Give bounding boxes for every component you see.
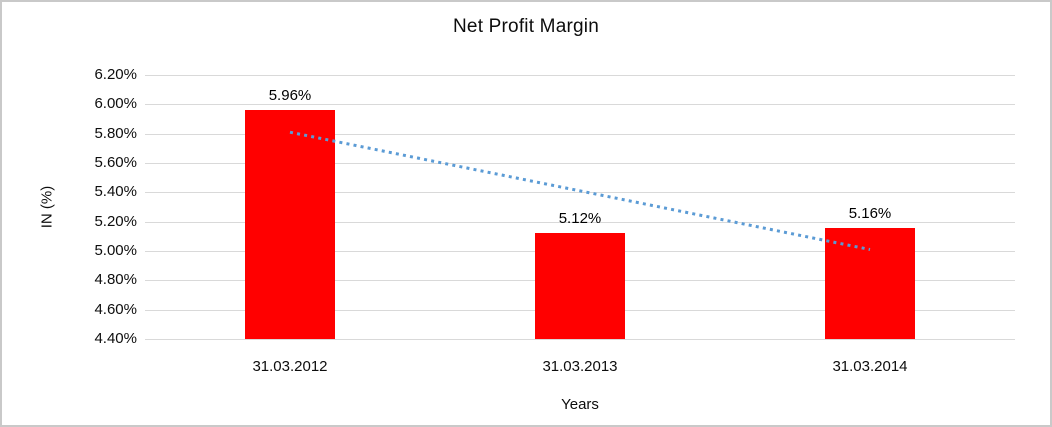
x-axis-tick-labels: 31.03.2012 31.03.2013 31.03.2014 [145, 358, 1015, 378]
gridline [145, 104, 1015, 106]
chart-title: Net Profit Margin [453, 16, 599, 37]
y-tick-label: 4.40% [94, 330, 137, 347]
y-tick-label: 4.80% [94, 271, 137, 289]
y-tick-label: 4.60% [94, 300, 137, 318]
y-tick-label: 5.80% [94, 124, 137, 142]
bar [535, 233, 625, 339]
y-tick-label: 5.60% [94, 154, 137, 171]
bar-value-label: 5.96% [268, 87, 312, 105]
bar-value-label: 5.12% [558, 210, 602, 228]
y-axis-tick-labels: 6.20% 6.00% 5.80% 5.60% 5.40% 5.20% 5.00% 4.80%… [2, 66, 137, 347]
x-tick-label: 31.03.2013 [542, 358, 618, 375]
bar-value-label: 5.16% [848, 204, 892, 222]
bar [825, 227, 915, 339]
bar [245, 110, 335, 339]
gridline [145, 339, 1015, 340]
y-tick-label: 6.00% [94, 95, 137, 113]
y-tick-label: 5.00% [94, 242, 137, 259]
y-tick-label: 5.40% [94, 183, 137, 201]
y-tick-label: 5.20% [94, 212, 137, 230]
y-tick-label: 6.20% [94, 66, 137, 83]
x-axis-title: Years [561, 396, 599, 413]
gridline [145, 75, 1015, 76]
x-tick-label: 31.03.2014 [832, 358, 908, 375]
plot-area: 5.96% 5.12% 5.16% [145, 75, 1015, 340]
x-tick-label: 31.03.2012 [252, 358, 328, 375]
